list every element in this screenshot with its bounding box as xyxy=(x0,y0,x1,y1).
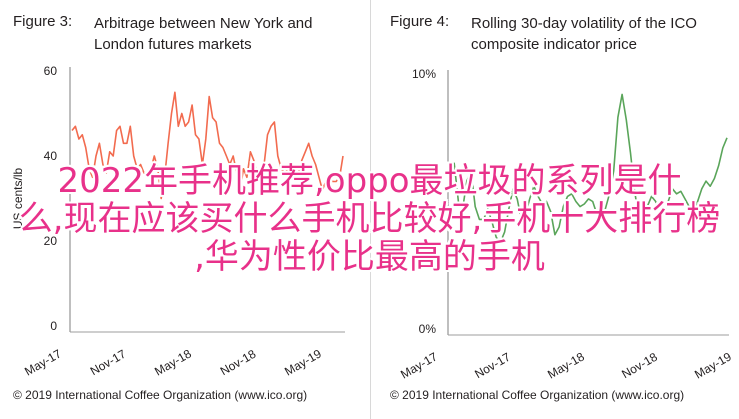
x-tick-label: Nov-17 xyxy=(472,350,513,382)
figure-3-title-line-2: London futures markets xyxy=(94,36,252,53)
series-line xyxy=(449,93,728,244)
y-tick-label: 0% xyxy=(419,322,437,336)
x-tick-label: Nov-18 xyxy=(619,350,660,382)
y-tick-label: 0 xyxy=(50,319,57,333)
x-tick-label: May-18 xyxy=(545,349,587,381)
x-tick-label: May-17 xyxy=(22,346,64,378)
x-tick-label: May-18 xyxy=(152,346,194,378)
y-tick-label: 40 xyxy=(44,149,58,163)
figure-3-panel: Figure 3: Arbitrage between New York and… xyxy=(11,13,364,402)
figure-3-footer: © 2019 International Coffee Organization… xyxy=(13,388,308,402)
x-tick-label: Nov-18 xyxy=(218,347,259,379)
arbitrage-chart: 0 20 40 60 US cents/lb May-17 Nov-17 May-18 Nov-… xyxy=(11,64,345,379)
y-tick-label: 10% xyxy=(412,67,436,81)
figure-4-label: Figure 4: xyxy=(390,13,450,30)
figure-3-title-line-1: Arbitrage between New York and xyxy=(94,15,313,32)
x-tick-label: May-19 xyxy=(282,346,324,378)
x-tick-label: Nov-17 xyxy=(88,347,129,379)
series-line xyxy=(71,91,344,200)
x-tick-label: May-17 xyxy=(398,349,440,381)
x-tick-label: May-19 xyxy=(692,349,734,381)
y-tick-label: 20 xyxy=(44,234,58,248)
figure-3-title: Arbitrage between New York and London fu… xyxy=(94,13,364,55)
y-tick-label: 60 xyxy=(44,64,58,78)
figure-4-panel: Figure 4: Rolling 30-day volatility of t… xyxy=(370,0,739,419)
figure-4-title-line-1: Rolling 30-day volatility of the ICO xyxy=(471,15,697,32)
figure-4-footer: © 2019 International Coffee Organization… xyxy=(390,388,685,402)
figure-3-label: Figure 3: xyxy=(13,13,73,30)
figure-4-title: Rolling 30-day volatility of the ICO com… xyxy=(471,13,739,55)
y-axis-title: US cents/lb xyxy=(11,167,25,229)
figure-4-title-line-2: composite indicator price xyxy=(471,36,637,53)
volatility-chart: 0% 10% May-17 Nov-17 May-18 Nov-18 May-19 xyxy=(398,67,734,382)
